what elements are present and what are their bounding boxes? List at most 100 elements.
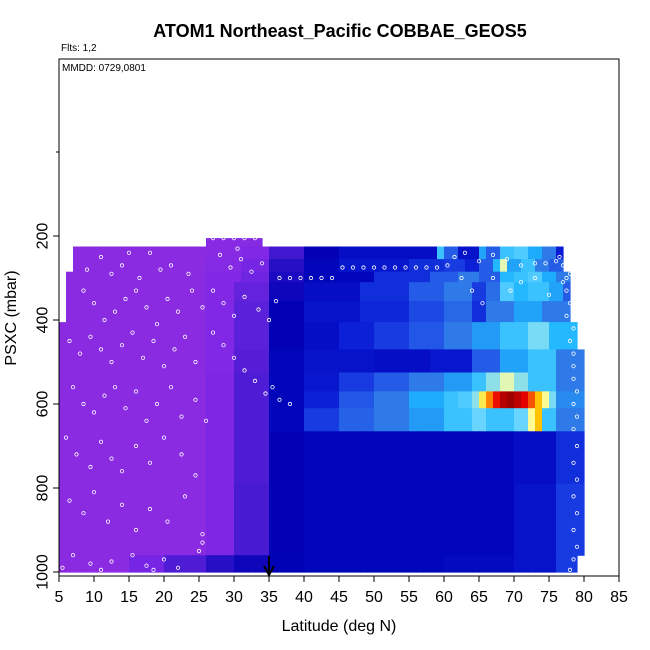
heatmap-cell	[353, 259, 361, 273]
heatmap-cell	[157, 301, 165, 323]
heatmap-cell	[367, 322, 375, 350]
heatmap-cell	[185, 271, 193, 283]
observation-point	[490, 252, 496, 257]
heatmap-cell	[136, 322, 144, 350]
heatmap-cell	[73, 483, 81, 556]
heatmap-cell	[234, 282, 242, 302]
heatmap-cell	[430, 431, 438, 485]
heatmap-cell	[500, 391, 508, 409]
heatmap-cell	[388, 271, 396, 283]
heatmap-cell	[409, 282, 417, 302]
heatmap-cell	[206, 372, 214, 392]
heatmap-cell	[353, 372, 361, 392]
heatmap-cell	[479, 271, 487, 283]
heatmap-cell	[304, 271, 312, 283]
heatmap-cell	[360, 483, 368, 556]
observation-point	[476, 259, 482, 264]
heatmap-cell	[115, 349, 123, 374]
heatmap-cell	[87, 372, 95, 392]
heatmap-cell	[290, 349, 298, 374]
observation-point	[123, 296, 128, 302]
heatmap-cell	[255, 271, 263, 283]
heatmap-cell	[444, 246, 452, 260]
heatmap-cell	[101, 301, 109, 323]
x-tick-label: 30	[225, 589, 243, 606]
heatmap-cell	[388, 391, 396, 409]
observation-point	[60, 565, 65, 570]
heatmap-cell	[59, 349, 67, 374]
observation-point	[231, 236, 237, 241]
heatmap-cell	[402, 372, 410, 392]
heatmap-cell	[514, 431, 522, 485]
heatmap-cell	[136, 555, 144, 573]
heatmap-cell	[542, 391, 550, 409]
heatmap-cell	[465, 271, 473, 283]
observation-point	[133, 443, 139, 449]
heatmap-cells	[59, 238, 585, 573]
heatmap-cell	[206, 259, 214, 273]
observation-point	[182, 494, 188, 499]
heatmap-cell	[472, 349, 480, 374]
heatmap-cell	[479, 322, 487, 350]
heatmap-cell	[255, 259, 263, 273]
heatmap-cell	[164, 349, 172, 374]
heatmap-cell	[500, 301, 508, 323]
observation-point	[182, 334, 188, 339]
heatmap-cell	[493, 408, 501, 432]
heatmap-cell	[101, 349, 109, 374]
observation-points	[60, 236, 580, 573]
heatmap-cell	[157, 271, 165, 283]
heatmap-cell	[136, 431, 144, 485]
heatmap-cell	[514, 271, 522, 283]
heatmap-cell	[150, 301, 158, 323]
heatmap-cell	[535, 391, 543, 409]
observation-point	[413, 265, 419, 270]
heatmap-cell	[528, 259, 536, 273]
heatmap-cell	[437, 483, 445, 556]
heatmap-cell	[262, 483, 270, 556]
heatmap-cell	[367, 246, 375, 260]
heatmap-cell	[444, 483, 452, 556]
heatmap-cell	[542, 349, 550, 374]
heatmap-cell	[325, 259, 333, 273]
observation-point	[200, 532, 205, 537]
heatmap-cell	[248, 259, 256, 273]
heatmap-cell	[451, 259, 459, 273]
heatmap-cell	[227, 408, 235, 432]
heatmap-cell	[213, 322, 221, 350]
heatmap-cell	[171, 391, 179, 409]
heatmap-cell	[486, 259, 494, 273]
heatmap-cell	[465, 301, 473, 323]
heatmap-cell	[129, 322, 137, 350]
x-tick-label: 40	[295, 589, 313, 606]
observation-point	[151, 338, 156, 344]
heatmap-cell	[521, 555, 529, 573]
heatmap-cell	[143, 372, 151, 392]
observation-point	[168, 385, 174, 390]
heatmap-cell	[465, 431, 473, 485]
heatmap-cell	[206, 483, 214, 556]
observation-point	[210, 288, 216, 293]
observation-point	[571, 326, 576, 331]
observation-point	[119, 343, 125, 348]
heatmap-cell	[234, 483, 242, 556]
heatmap-cell	[409, 349, 417, 374]
heatmap-cell	[220, 282, 228, 302]
observation-point	[98, 347, 104, 352]
heatmap-cell	[549, 555, 557, 573]
heatmap-cell	[297, 349, 305, 374]
observation-point	[102, 317, 107, 323]
observation-point	[119, 502, 125, 507]
heatmap-cell	[136, 271, 144, 283]
heatmap-cell	[346, 301, 354, 323]
heatmap-cell	[458, 246, 466, 260]
heatmap-cell	[73, 391, 81, 409]
heatmap-cell	[367, 301, 375, 323]
heatmap-cell	[416, 259, 424, 273]
observation-point	[158, 267, 163, 272]
heatmap-cell	[241, 282, 249, 302]
heatmap-cell	[220, 246, 228, 260]
heatmap-cell	[563, 408, 571, 432]
heatmap-cell	[262, 408, 270, 432]
heatmap-cell	[178, 483, 186, 556]
